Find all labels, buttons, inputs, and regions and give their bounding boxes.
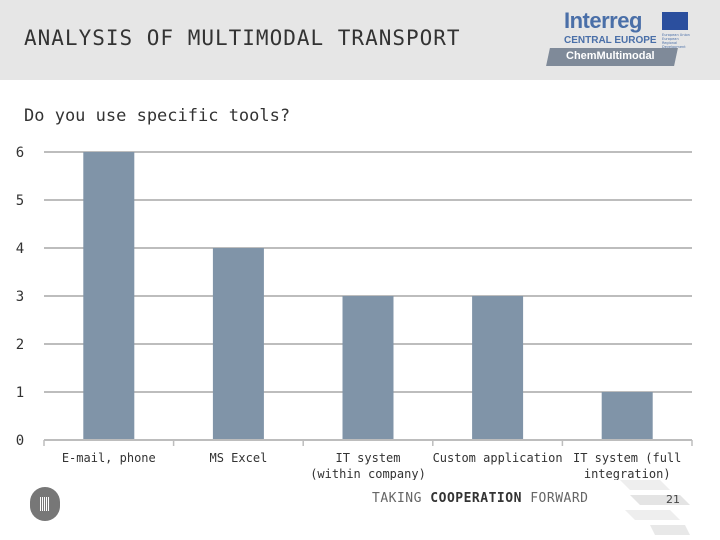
bar <box>601 392 653 440</box>
y-tick-label: 0 <box>16 433 24 449</box>
footer-suffix: FORWARD <box>521 491 589 506</box>
question-text: Do you use specific tools? <box>24 106 291 126</box>
x-tick-label-line: IT system <box>335 451 400 465</box>
x-tick-label: Custom application <box>433 451 563 465</box>
bar <box>472 296 524 440</box>
bar-chart: 0 1 2 3 4 5 6 E-mail, phone MS Excel IT system (wi… <box>16 145 693 480</box>
fan-logo-icon <box>30 487 60 521</box>
eu-flag-icon <box>662 12 688 30</box>
x-tick-label: IT system (full integration) <box>573 451 681 480</box>
bar <box>342 296 394 440</box>
header-bar: ANALYSIS OF MULTIMODAL TRANSPORT Interre… <box>0 0 720 80</box>
footer-prefix: TAKING <box>372 491 431 506</box>
y-tick-label: 5 <box>16 193 24 209</box>
y-tick-label: 4 <box>16 241 24 257</box>
bar <box>83 152 135 440</box>
x-tick-label: E-mail, phone <box>62 451 156 465</box>
y-tick-label: 1 <box>16 385 24 401</box>
x-tick-label-line: MS Excel <box>210 451 268 465</box>
footer-bold: COOPERATION <box>430 491 522 506</box>
interreg-logo: Interreg CENTRAL EUROPE European Union E… <box>544 8 694 68</box>
x-tick-label-line: E-mail, phone <box>62 451 156 465</box>
logo-project: ChemMultimodal <box>566 50 655 62</box>
x-tick-label-line: IT system (full <box>573 451 681 465</box>
y-tick-label: 3 <box>16 289 24 305</box>
footer-slogan: TAKING COOPERATION FORWARD <box>372 491 589 506</box>
x-tick-label-line: Custom application <box>433 451 563 465</box>
logo-region: CENTRAL EUROPE <box>564 35 657 46</box>
bar <box>212 248 264 440</box>
x-tick-label: MS Excel <box>210 451 268 465</box>
chevron-decoration-icon <box>620 480 690 535</box>
page-title: ANALYSIS OF MULTIMODAL TRANSPORT <box>24 26 461 50</box>
y-tick-label: 6 <box>16 145 24 161</box>
x-tick-label-line: integration) <box>584 467 671 480</box>
y-tick-label: 2 <box>16 337 24 353</box>
x-tick-label-line: (within company) <box>310 467 426 480</box>
x-tick-label: IT system (within company) <box>310 451 426 480</box>
logo-name: Interreg <box>564 8 642 33</box>
page-number: 21 <box>666 493 680 506</box>
